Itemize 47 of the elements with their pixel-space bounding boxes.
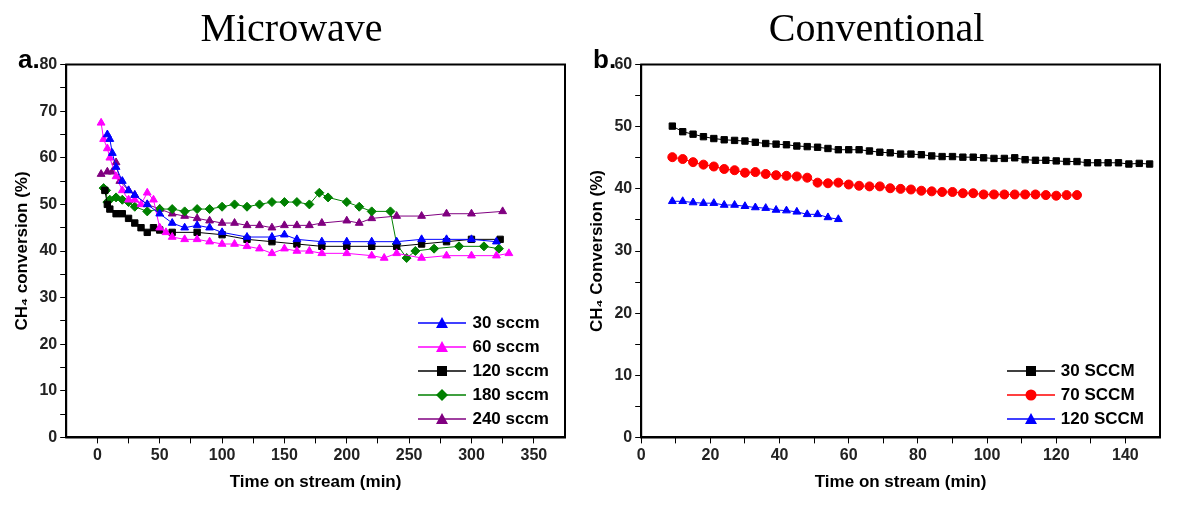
- legend-label: 70 SCCM: [1060, 385, 1135, 405]
- legend-label: 180 sccm: [472, 385, 549, 405]
- legend-label: 30 SCCM: [1060, 361, 1135, 381]
- x-tick-label: 100: [973, 446, 1001, 464]
- x-tick-label: 60: [839, 446, 858, 464]
- y-tick-label: 60: [39, 148, 58, 166]
- legend-label: 60 sccm: [472, 337, 540, 357]
- chart-title: Microwave: [200, 5, 383, 50]
- x-tick-label: 40: [770, 446, 789, 464]
- x-tick-label: 50: [150, 446, 169, 464]
- y-tick-label: 30: [614, 241, 633, 259]
- x-tick-label: 120: [1042, 446, 1070, 464]
- x-tick-label: 80: [908, 446, 927, 464]
- y-tick-label: 50: [614, 117, 633, 135]
- chart-title: Conventional: [768, 5, 985, 50]
- y-axis-title: CH₄ conversion (%): [11, 171, 31, 331]
- y-tick-label: 10: [39, 381, 58, 399]
- x-tick-label: 0: [636, 446, 646, 464]
- y-axis-title: CH₄ Conversion (%): [586, 169, 606, 333]
- y-tick-label: 40: [614, 179, 633, 197]
- y-tick-label: 0: [48, 427, 58, 445]
- x-tick-label: 140: [1112, 446, 1139, 464]
- legend-label: 120 SCCM: [1060, 409, 1144, 429]
- y-tick-label: 70: [39, 101, 58, 119]
- x-axis-title: Time on stream (min): [814, 472, 987, 492]
- legend-label: 120 sccm: [472, 361, 549, 381]
- y-tick-label: 50: [39, 194, 58, 212]
- y-tick-label: 0: [623, 427, 633, 445]
- x-tick-label: 0: [92, 446, 102, 464]
- x-tick-label: 250: [395, 446, 423, 464]
- text: a.: [18, 44, 40, 75]
- y-tick-label: 40: [39, 241, 58, 259]
- y-tick-label: 80: [39, 55, 58, 73]
- legend-label: 240 sccm: [472, 409, 549, 429]
- x-tick-label: 150: [271, 446, 298, 464]
- x-tick-label: 300: [458, 446, 485, 464]
- x-tick-label: 20: [701, 446, 720, 464]
- y-tick-label: 10: [614, 365, 633, 383]
- y-tick-label: 30: [39, 288, 58, 306]
- y-tick-label: 20: [39, 334, 58, 352]
- y-tick-label: 60: [614, 55, 633, 73]
- x-axis-title: Time on stream (min): [229, 472, 402, 492]
- y-tick-label: 20: [614, 303, 633, 321]
- x-tick-label: 200: [333, 446, 361, 464]
- x-tick-label: 350: [520, 446, 548, 464]
- x-tick-label: 100: [208, 446, 236, 464]
- legend-label: 30 sccm: [472, 313, 540, 333]
